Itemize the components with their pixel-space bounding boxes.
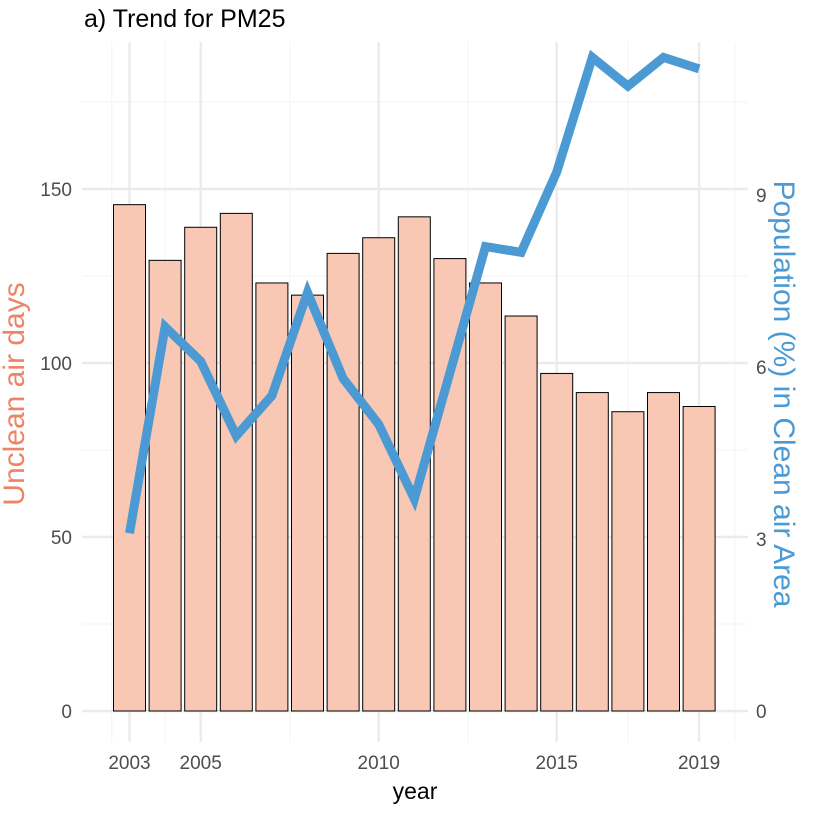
x-tick-label: 2005 (180, 753, 222, 774)
y2-tick-label: 3 (756, 530, 767, 551)
bar-2018 (647, 392, 680, 712)
bar-2015 (540, 372, 574, 712)
y-tick-label: 50 (51, 528, 72, 549)
y-tick-label: 150 (40, 180, 72, 201)
bar-2016 (575, 392, 609, 712)
y-tick-label: 100 (40, 354, 72, 375)
bar-2014 (504, 315, 538, 712)
x-tick-label: 2015 (536, 753, 578, 774)
y2-tick-label: 6 (756, 358, 767, 379)
bar-2005 (184, 226, 218, 712)
bar-2006 (219, 212, 253, 712)
bar-2007 (255, 282, 289, 712)
series-line (125, 49, 701, 535)
x-axis-label: year (393, 778, 438, 804)
line-layer (125, 49, 701, 535)
bar-2010 (362, 237, 396, 712)
x-axis-ticks: 2003 2005 2010 2015 2019 (108, 753, 720, 774)
y2-tick-label: 9 (756, 186, 767, 207)
chart-title: a) Trend for PM25 (84, 5, 285, 33)
bar-2013 (469, 282, 502, 712)
bar-2009 (326, 252, 360, 712)
y2-axis-ticks: 0 3 6 9 (756, 186, 767, 723)
x-tick-label: 2010 (358, 753, 400, 774)
bar-2008 (291, 294, 324, 712)
y2-axis-label: Population (%) in Clean air Area (767, 181, 800, 608)
y-axis-label: Unclean air days (0, 282, 31, 505)
bar-2017 (611, 411, 645, 712)
x-tick-label: 2019 (678, 753, 720, 774)
y-tick-label: 0 (61, 702, 72, 723)
y-axis-ticks: 0 50 100 150 (40, 180, 72, 723)
x-tick-label: 2003 (108, 753, 150, 774)
y2-tick-label: 0 (756, 702, 767, 723)
bars (113, 204, 716, 712)
bar-2019 (682, 406, 716, 712)
